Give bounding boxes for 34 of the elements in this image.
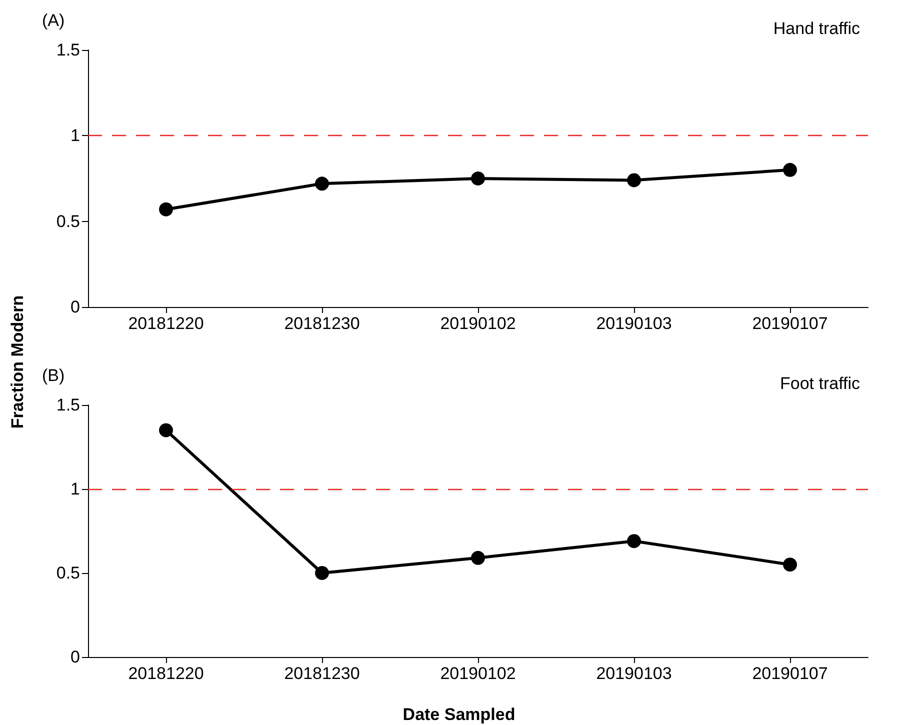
x-tick-label: 20190107 xyxy=(752,314,828,333)
y-tick-label: 0 xyxy=(70,648,80,666)
point xyxy=(783,162,797,177)
x-tick-label: 20181220 xyxy=(128,664,204,683)
y-tick-label: 1 xyxy=(70,480,80,498)
x-tick-label: 20190107 xyxy=(752,664,828,683)
point xyxy=(627,173,641,188)
x-tick-label: 20181220 xyxy=(128,314,204,333)
y-tick-label: 1.5 xyxy=(56,396,80,414)
point xyxy=(315,176,329,191)
chart-title: (B) xyxy=(42,366,65,385)
x-tick-label: 20190103 xyxy=(596,314,672,333)
point xyxy=(471,550,485,565)
x-tick-label: 20190102 xyxy=(440,664,516,683)
y-tick-label: 1 xyxy=(70,126,80,146)
text: Foot traffic xyxy=(780,374,860,393)
y-axis-title: Fraction Modern xyxy=(8,295,28,429)
x-tick-label: 20181230 xyxy=(284,314,360,333)
text: Hand traffic xyxy=(773,19,860,38)
chart-title: (A) xyxy=(42,11,65,30)
point xyxy=(159,202,173,216)
point xyxy=(627,534,641,548)
point xyxy=(159,423,173,438)
point xyxy=(315,566,329,580)
x-tick-label: 20190102 xyxy=(440,314,516,333)
x-tick-label: 20181230 xyxy=(284,664,360,683)
x-axis-title: Date Sampled xyxy=(402,705,516,724)
y-tick-label: 0.5 xyxy=(56,564,80,582)
y-tick-label: 0.5 xyxy=(56,212,80,231)
y-tick-label: 0 xyxy=(70,298,80,316)
point xyxy=(471,172,485,186)
x-tick-label: 20190103 xyxy=(596,664,672,683)
point xyxy=(783,558,797,572)
y-tick-label: 1.5 xyxy=(56,40,80,60)
